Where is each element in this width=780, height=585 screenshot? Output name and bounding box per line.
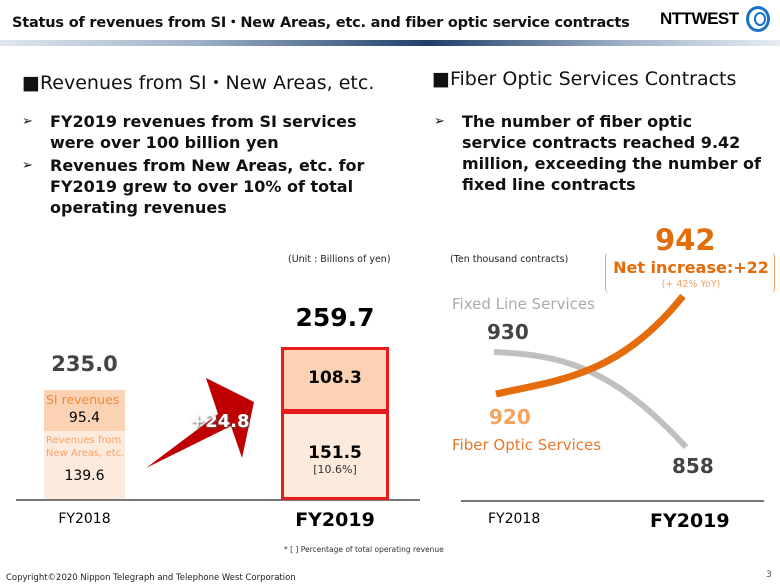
fy2019-new-areas-bar [281,411,389,500]
header-divider [0,40,780,46]
fy2019-pct: [10.6%] [313,463,357,476]
yoy-label: (+ 42% YoY) [661,279,721,290]
logo: NTTWEST [660,9,739,28]
bullet: Revenues from New Areas, etc. for FY2019… [20,155,380,218]
page-number: 3 [766,570,772,580]
fy2019-new-value: 151.5 [308,443,362,463]
fy2018-new-areas-bar [44,431,125,499]
right-x-tick-fy2019: FY2019 [650,510,730,532]
fixed-start-value: 930 [487,320,529,344]
fixed-line-label: Fixed Line Services [452,295,595,313]
fixed-end-value: 858 [672,454,714,478]
logo-icon [746,6,770,32]
bullet: FY2019 revenues from SI services were ov… [20,111,380,153]
right-x-tick-fy2018: FY2018 [488,511,541,527]
net-increase-bracket [605,253,775,293]
right-heading: ■Fiber Optic Services Contracts [432,68,737,90]
bullet: The number of fiber optic service contra… [432,111,762,195]
left-unit: (Unit : Billions of yen) [288,254,391,265]
left-baseline [16,499,420,501]
new-areas-label: Revenues from New Areas, etc. [46,435,125,459]
fiber-label: Fiber Optic Services [452,436,602,454]
fy2019-si-bar [281,347,389,412]
left-x-tick-fy2018: FY2018 [58,511,111,527]
right-bullets: The number of fiber optic service contra… [432,111,762,197]
fiber-end-value: 942 [655,223,716,257]
net-increase-label: Net increase:+22 [613,258,769,277]
right-baseline [461,500,764,502]
fiber-series [495,293,686,398]
left-x-tick-fy2019: FY2019 [295,509,375,531]
left-heading: ■Revenues from SI・New Areas, etc. [22,72,375,94]
page-title: Status of revenues from SI・New Areas, et… [12,15,630,31]
increase-label: +24.8 [190,411,250,432]
fy2018-new-value: 139.6 [64,468,105,484]
fy2018-si-bar [44,390,125,431]
left-bullets: FY2019 revenues from SI services were ov… [20,111,380,220]
fy2018-total: 235.0 [51,352,118,376]
fy2018-si-value: 95.4 [68,410,101,426]
right-unit: (Ten thousand contracts) [450,254,569,265]
fy2019-si-value: 108.3 [308,368,362,388]
copyright: Copyright©2020 Nippon Telegraph and Tele… [6,573,296,583]
fy2019-total: 259.7 [295,303,375,332]
footnote: * [ ] Percentage of total operating reve… [284,545,444,554]
fiber-start-value: 920 [489,405,531,429]
si-label: SI revenues [46,392,120,407]
